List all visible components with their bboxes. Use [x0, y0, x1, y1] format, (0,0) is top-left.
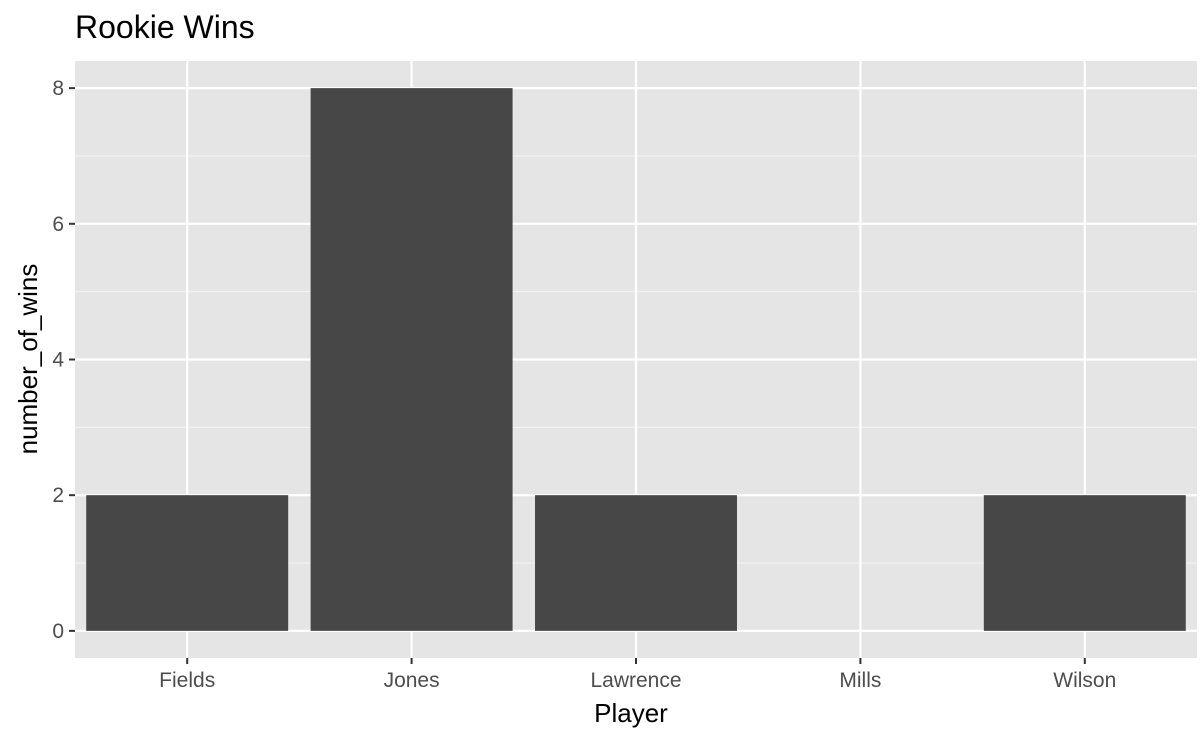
y-axis-label: number_of_wins	[13, 264, 43, 455]
y-tick-label: 6	[52, 213, 64, 236]
x-tick-label: Fields	[159, 669, 215, 692]
bar-fields	[86, 495, 289, 631]
x-axis-label: Player	[594, 698, 668, 728]
x-tick-label: Jones	[384, 669, 440, 692]
x-axis-ticks: Fields Jones Lawrence Mills Wilson	[159, 658, 1116, 692]
y-axis-ticks: 0 2 4 6 8	[52, 77, 75, 643]
x-tick-label: Lawrence	[590, 669, 681, 692]
y-tick-label: 4	[52, 349, 64, 372]
bar-lawrence	[535, 495, 737, 631]
y-tick-label: 0	[52, 620, 64, 643]
y-tick-label: 2	[52, 484, 64, 507]
bars	[86, 88, 1186, 631]
chart-title: Rookie Wins	[75, 9, 255, 45]
x-tick-label: Mills	[839, 669, 881, 692]
y-tick-label: 8	[52, 77, 64, 100]
bar-wilson	[983, 495, 1186, 631]
bar-jones	[310, 88, 513, 631]
x-tick-label: Wilson	[1053, 669, 1116, 692]
